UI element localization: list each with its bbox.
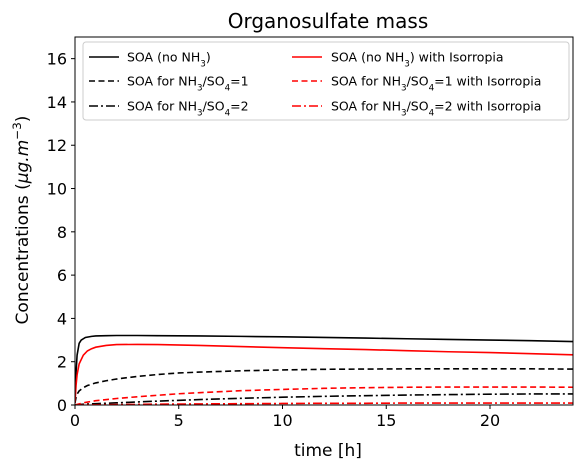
y-tick-label: 14 xyxy=(47,93,67,112)
y-tick-label: 10 xyxy=(47,180,67,199)
series-line-4 xyxy=(75,344,573,402)
series-line-3 xyxy=(75,394,573,405)
y-tick-label: 12 xyxy=(47,136,67,155)
y-axis-label: Concentrations (μg.m−3) xyxy=(10,116,33,325)
y-tick-label: 8 xyxy=(57,223,67,242)
y-tick-label: 16 xyxy=(47,50,67,69)
x-axis-label: time [h] xyxy=(294,441,362,461)
chart-title: Organosulfate mass xyxy=(228,9,429,33)
x-tick-label: 20 xyxy=(480,411,500,430)
x-tick-label: 5 xyxy=(174,411,184,430)
series-line-5 xyxy=(75,387,573,405)
series-line-2 xyxy=(75,369,573,403)
x-tick-label: 0 xyxy=(70,411,80,430)
plot-area xyxy=(75,336,573,405)
y-tick-label: 4 xyxy=(57,309,67,328)
y-tick-label: 0 xyxy=(57,396,67,415)
x-tick-label: 10 xyxy=(272,411,292,430)
y-tick-label: 6 xyxy=(57,266,67,285)
x-tick-label: 15 xyxy=(376,411,396,430)
y-tick-label: 2 xyxy=(57,353,67,372)
